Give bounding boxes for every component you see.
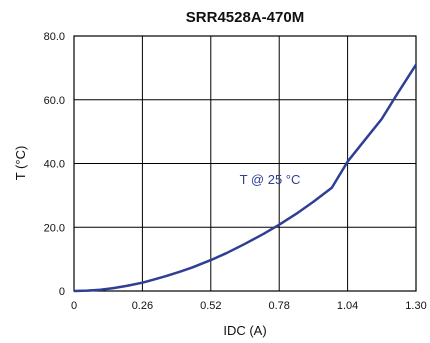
y-tick-label: 0: [59, 286, 65, 298]
plot-frame: [73, 35, 417, 292]
x-tick-label: 1.04: [337, 300, 358, 312]
chart-title: SRR4528A-470M: [186, 9, 304, 26]
x-tick-label: 0: [71, 300, 77, 312]
y-tick-label: 60.0: [44, 95, 65, 107]
plot-grid: [73, 35, 417, 292]
x-tick-label: 0.78: [268, 300, 289, 312]
x-tick-label: 0.52: [200, 300, 221, 312]
temperature-curve: [73, 64, 418, 293]
y-tick-label: 40.0: [44, 159, 65, 171]
x-tick-label: 1.30: [405, 300, 426, 312]
y-tick-label: 80.0: [44, 31, 65, 43]
y-axis-ticks: 0 20.0 40.0 60.0 80.0: [44, 31, 65, 298]
x-axis-ticks: 0 0.26 0.52 0.78 1.04 1.30: [71, 300, 427, 312]
y-axis-label: T (°C): [13, 146, 28, 181]
y-tick-label: 20.0: [44, 222, 65, 234]
x-tick-label: 0.26: [132, 300, 153, 312]
x-axis-label: IDC (A): [223, 323, 266, 338]
curve-annotation: T @ 25 °C: [240, 172, 301, 187]
